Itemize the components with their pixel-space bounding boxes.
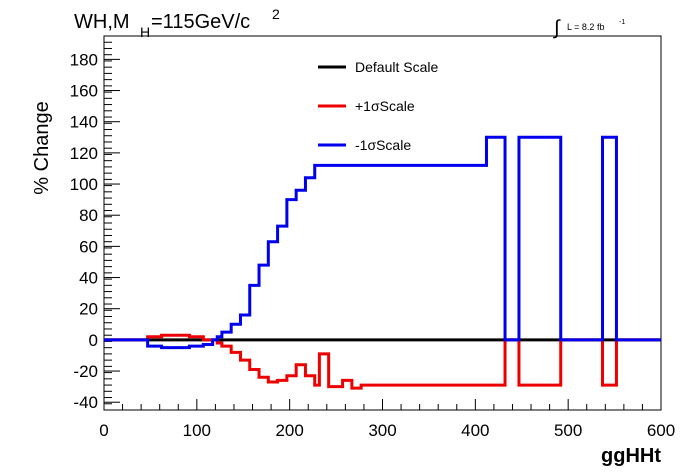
x-tick-label: 600 xyxy=(647,421,675,440)
series-line-minus-1sigma-scale xyxy=(104,135,661,350)
legend-label-default-scale: Default Scale xyxy=(355,59,438,75)
title-rest: =115GeV/c xyxy=(151,11,250,33)
x-tick-label: 100 xyxy=(183,421,211,440)
luminosity-superscript: -1 xyxy=(619,19,625,26)
y-axis-title: % Change xyxy=(31,101,53,194)
tick-labels: 0 100 200 300 400 500 600 -40 -20 0 20 40 60 80 100 120… xyxy=(70,50,676,440)
series-line-plus-1sigma-scale xyxy=(104,333,661,390)
x-tick-label: 500 xyxy=(554,421,582,440)
y-tick-label: 160 xyxy=(70,82,98,101)
x-tick-label: 300 xyxy=(368,421,396,440)
y-tick-label: 180 xyxy=(70,50,98,69)
series-layer xyxy=(104,135,661,390)
y-tick-label: 80 xyxy=(79,206,98,225)
y-tick-label: 140 xyxy=(70,113,98,132)
x-axis-title: ggHHt xyxy=(601,445,661,467)
y-tick-label: 120 xyxy=(70,144,98,163)
y-tick-label: 40 xyxy=(79,269,98,288)
x-tick-label: 400 xyxy=(461,421,489,440)
y-tick-label: -20 xyxy=(73,362,98,381)
y-tick-label: 20 xyxy=(79,300,98,319)
title-main: WH,M xyxy=(74,11,130,33)
title-superscript: 2 xyxy=(272,6,280,22)
y-tick-label: 0 xyxy=(89,331,98,350)
plot-frame xyxy=(103,35,662,411)
luminosity-label: ∫ L = 8.2 fb -1 xyxy=(553,17,625,39)
legend-label-plus-1sigma-scale: +1σScale xyxy=(355,98,415,114)
x-tick-label: 0 xyxy=(99,421,108,440)
x-tick-label: 200 xyxy=(275,421,303,440)
luminosity-text: L = 8.2 fb xyxy=(567,22,604,32)
y-tick-label: -40 xyxy=(73,393,98,412)
legend-label-minus-1sigma-scale: -1σScale xyxy=(355,137,411,153)
y-tick-label: 100 xyxy=(70,175,98,194)
integral-sign: ∫ xyxy=(553,17,561,39)
axis-ticks xyxy=(103,35,662,411)
chart-title: WH,M H =115GeV/c 2 xyxy=(74,6,280,40)
legend: Default Scale +1σScale -1σScale xyxy=(318,59,438,153)
y-tick-label: 60 xyxy=(79,237,98,256)
title-subscript: H xyxy=(140,24,150,40)
